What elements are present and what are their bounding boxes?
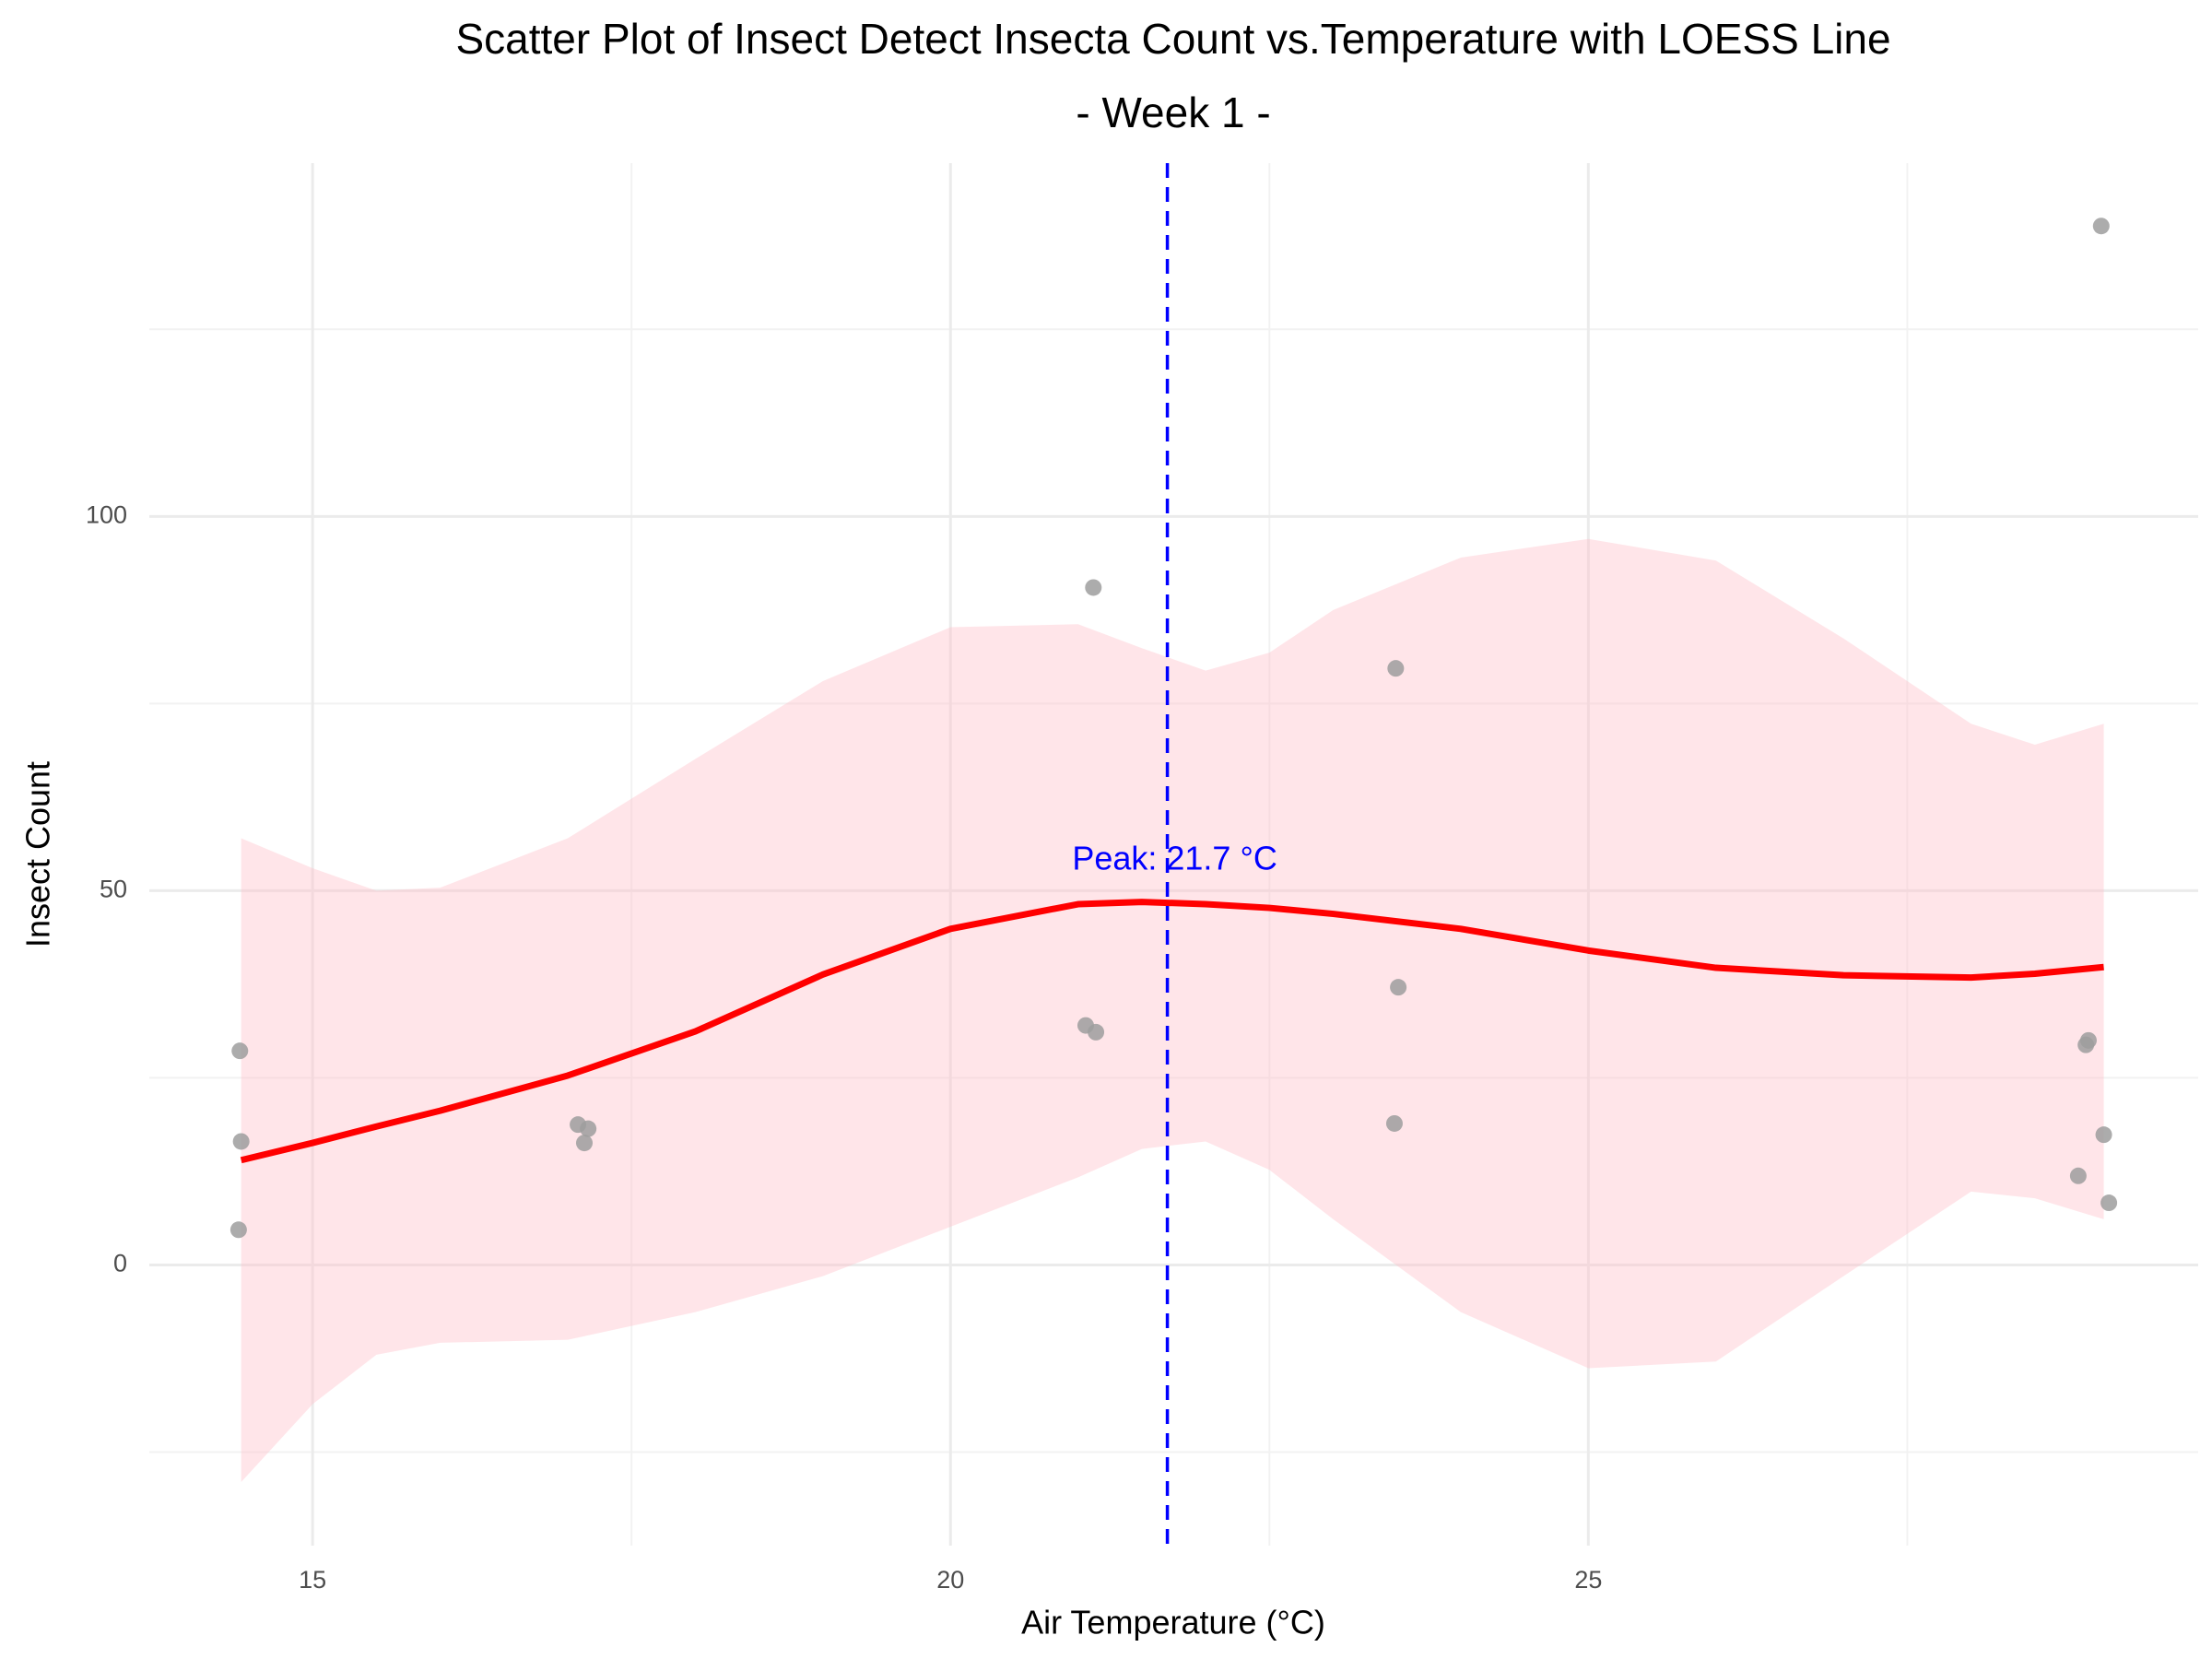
data-point [580,1120,597,1137]
x-axis-title: Air Temperature (°C) [1021,1604,1325,1641]
data-point [231,1042,249,1060]
data-point [2092,218,2110,235]
x-tick-label: 25 [1574,1566,1602,1594]
data-point [232,1133,250,1150]
x-tick-label: 15 [299,1566,326,1594]
data-point [2100,1194,2118,1212]
data-point [1088,1023,1105,1041]
y-axis-title: Insect Count [19,761,57,947]
data-point [229,1221,247,1239]
y-tick-label: 0 [113,1250,127,1277]
data-point [2079,1031,2097,1049]
chart-subtitle: - Week 1 - [1076,88,1270,136]
peak-label: Peak: 21.7 °C [1072,840,1277,877]
chart-title: Scatter Plot of Insect Detect Insecta Co… [455,15,1890,63]
loess-line [240,899,2104,1164]
y-tick-label: 50 [100,876,127,903]
data-point [2095,1126,2112,1144]
data-point [1085,579,1102,596]
confidence-band [241,538,2104,1482]
data-point [1387,660,1405,677]
plot-area: Peak: 21.7 °C [229,163,2118,1546]
y-tick-label: 100 [86,500,127,528]
data-point [1385,1114,1403,1132]
data-point [2069,1167,2087,1184]
grid: 15 20 25 0 50 100 [86,163,2198,1594]
x-tick-label: 20 [936,1566,964,1594]
data-point [1390,979,1407,996]
data-point [576,1135,594,1152]
